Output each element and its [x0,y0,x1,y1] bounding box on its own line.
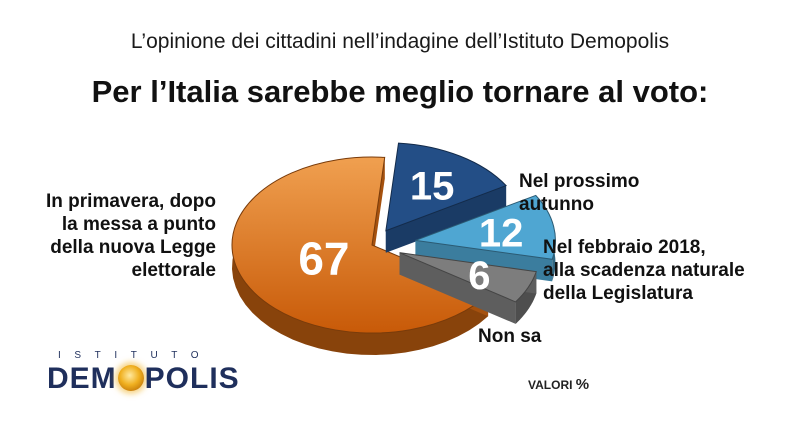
pie-slice-top [415,194,556,260]
slice-label-line: della Legislatura [543,283,693,304]
slice-label-febbraio: Nel febbraio 2018, alla scadenza natural… [543,236,745,305]
logo-superscript: ISTITUTO [58,350,213,361]
pie-slice-autunno [385,142,507,253]
values-note: VALORI % [528,376,589,393]
pie-value-label-primavera: 67 [298,232,349,284]
pie-slice-cut-face [399,252,516,324]
slice-label-line: Non sa [478,326,542,347]
pie-value-label-non-sa: 6 [468,254,490,298]
pie-slice-top [385,142,507,232]
chart-subtitle: L’opinione dei cittadini nell’indagine d… [130,30,670,53]
pie-slice-top [399,252,537,303]
pie-slice-non-sa [399,252,537,324]
logo-text-start: DEM [47,362,117,395]
slice-label-line: autunno [519,194,594,215]
slice-label-line: In primavera, dopo [46,191,216,212]
slice-label-primavera: In primavera, dopo la messa a punto dell… [20,190,216,282]
pie-slice-top [231,156,490,334]
chart-title: Per l’Italia sarebbe meglio tornare al v… [91,74,709,109]
logo-text-end: POLIS [144,362,240,395]
pie-value-label-autunno: 15 [410,165,455,209]
slice-label-line: della nuova Legge [50,237,216,258]
demopolis-logo: DEM POLIS [47,362,240,396]
slice-label-non-sa: Non sa [478,325,541,348]
slice-label-line: Nel febbraio 2018, [543,237,706,258]
logo-sun-icon [117,365,144,391]
slice-label-line: elettorale [131,260,216,281]
pie-slice-cut-face [372,157,385,267]
slice-label-line: Nel prossimo [519,171,640,192]
slice-label-line: alla scadenza naturale [543,260,745,281]
pie-slice-febbraio [415,194,556,282]
slice-label-autunno: Nel prossimo autunno [519,170,639,216]
values-note-text: VALORI [528,378,573,392]
pie-value-label-febbraio: 12 [479,212,524,256]
pie-slice-cut-face [385,185,507,253]
slice-label-line: la messa a punto [61,214,216,235]
values-unit: % [575,376,590,393]
